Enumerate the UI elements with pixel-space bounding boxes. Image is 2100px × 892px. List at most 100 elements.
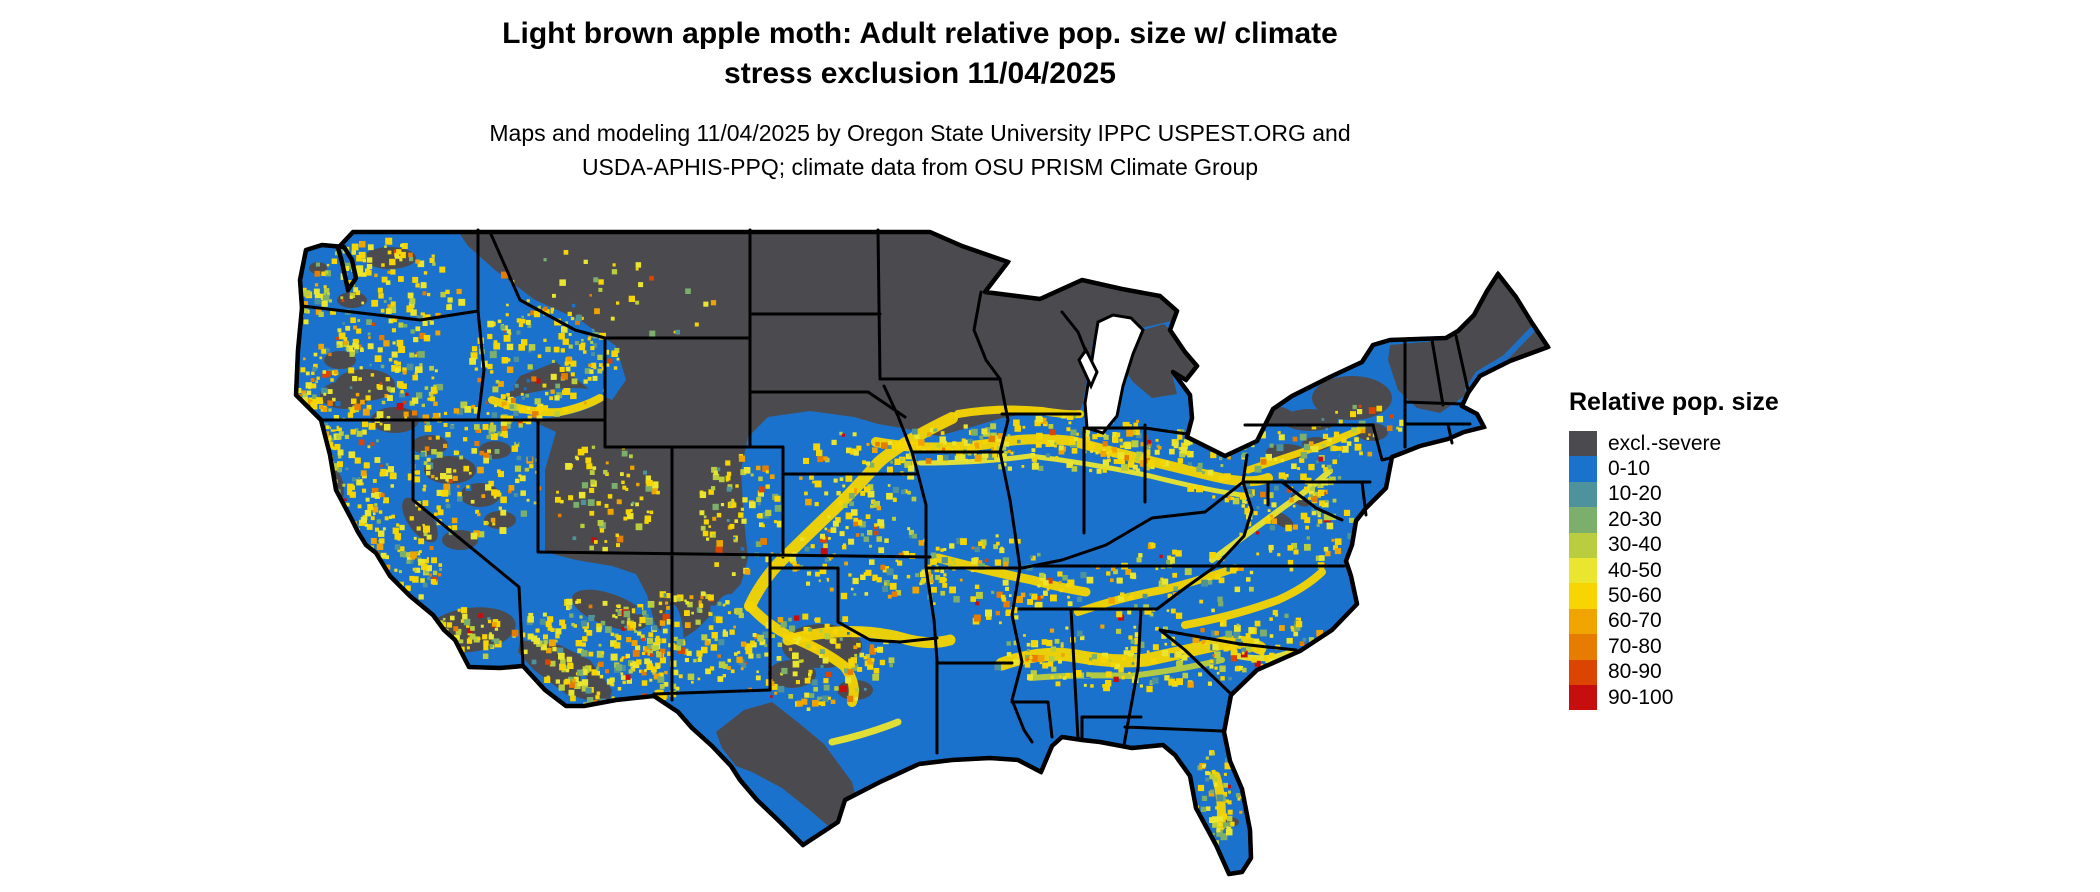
raster-speck — [1013, 419, 1020, 427]
raster-speck — [305, 371, 310, 376]
raster-speck — [380, 580, 383, 584]
raster-speck — [1290, 625, 1294, 629]
excluded-patch — [768, 660, 816, 688]
raster-speck — [460, 401, 468, 409]
raster-speck — [1221, 813, 1228, 820]
raster-speck — [561, 669, 565, 673]
raster-speck — [1030, 453, 1035, 458]
raster-speck — [926, 574, 934, 582]
raster-speck — [1245, 633, 1251, 639]
raster-speck — [415, 551, 419, 555]
raster-speck — [1396, 426, 1399, 430]
raster-speck — [942, 582, 948, 588]
raster-speck — [445, 432, 451, 438]
raster-speck — [727, 658, 731, 663]
raster-speck — [314, 436, 321, 444]
raster-speck — [1214, 630, 1219, 636]
raster-speck — [423, 334, 431, 342]
raster-speck — [1376, 415, 1384, 423]
raster-speck — [599, 674, 604, 679]
raster-speck — [726, 471, 732, 476]
raster-speck — [999, 621, 1002, 625]
raster-speck — [1021, 465, 1025, 468]
raster-speck — [422, 523, 425, 527]
raster-speck — [914, 434, 920, 439]
raster-speck — [637, 604, 644, 610]
raster-speck — [725, 460, 731, 466]
raster-speck — [497, 471, 504, 478]
raster-speck — [385, 280, 391, 285]
raster-speck — [635, 262, 642, 268]
raster-speck — [943, 548, 947, 551]
raster-speck — [621, 480, 625, 485]
raster-speck — [388, 318, 394, 324]
raster-speck — [744, 661, 748, 665]
raster-speck — [918, 439, 925, 446]
raster-speck — [620, 472, 624, 476]
raster-speck — [1187, 485, 1195, 492]
raster-speck — [956, 450, 963, 458]
raster-speck — [641, 680, 648, 686]
raster-speck — [943, 573, 947, 577]
raster-speck — [869, 544, 872, 548]
raster-speck — [820, 701, 826, 707]
raster-speck — [466, 485, 470, 489]
raster-speck — [726, 519, 730, 522]
raster-speck — [666, 593, 672, 599]
raster-speck — [892, 486, 899, 493]
raster-speck — [1045, 442, 1051, 447]
raster-speck — [501, 401, 507, 407]
raster-speck — [1039, 661, 1043, 665]
raster-speck — [457, 608, 461, 612]
raster-speck — [1027, 599, 1033, 605]
raster-speck — [635, 523, 643, 531]
raster-speck — [1284, 613, 1289, 618]
raster-speck — [836, 491, 841, 496]
raster-speck — [1386, 425, 1393, 431]
raster-speck — [1159, 554, 1163, 559]
raster-speck — [303, 357, 306, 361]
raster-speck — [296, 439, 304, 447]
raster-speck — [847, 488, 854, 495]
raster-speck — [699, 510, 705, 516]
raster-speck — [722, 629, 727, 633]
raster-speck — [403, 601, 408, 606]
raster-speck — [511, 445, 518, 452]
raster-speck — [357, 560, 364, 567]
raster-speck — [1020, 592, 1026, 598]
raster-speck — [545, 346, 551, 353]
raster-speck — [544, 676, 551, 683]
raster-speck — [1030, 640, 1037, 646]
raster-speck — [727, 484, 733, 490]
raster-speck — [356, 479, 363, 486]
raster-speck — [1131, 440, 1139, 448]
raster-speck — [1185, 450, 1190, 456]
raster-speck — [1264, 517, 1271, 524]
raster-speck — [740, 547, 745, 551]
raster-speck — [395, 640, 399, 644]
raster-speck — [314, 293, 321, 300]
raster-speck — [587, 376, 592, 381]
raster-speck — [419, 260, 423, 264]
raster-speck — [391, 328, 396, 333]
raster-speck — [856, 642, 861, 648]
raster-speck — [891, 591, 898, 597]
raster-speck — [872, 447, 878, 453]
raster-speck — [480, 624, 484, 628]
raster-speck — [1241, 647, 1246, 653]
raster-speck — [717, 654, 721, 658]
raster-speck — [842, 545, 847, 550]
raster-speck — [431, 648, 439, 656]
raster-speck — [897, 560, 903, 566]
raster-speck — [463, 618, 471, 626]
raster-speck — [992, 452, 998, 458]
raster-speck — [376, 519, 381, 524]
raster-speck — [303, 489, 310, 496]
raster-speck — [429, 629, 434, 634]
raster-speck — [385, 308, 392, 314]
raster-speck — [513, 410, 519, 416]
raster-speck — [535, 628, 540, 633]
raster-speck — [1112, 454, 1116, 458]
raster-speck — [420, 635, 425, 640]
raster-speck — [607, 508, 614, 515]
